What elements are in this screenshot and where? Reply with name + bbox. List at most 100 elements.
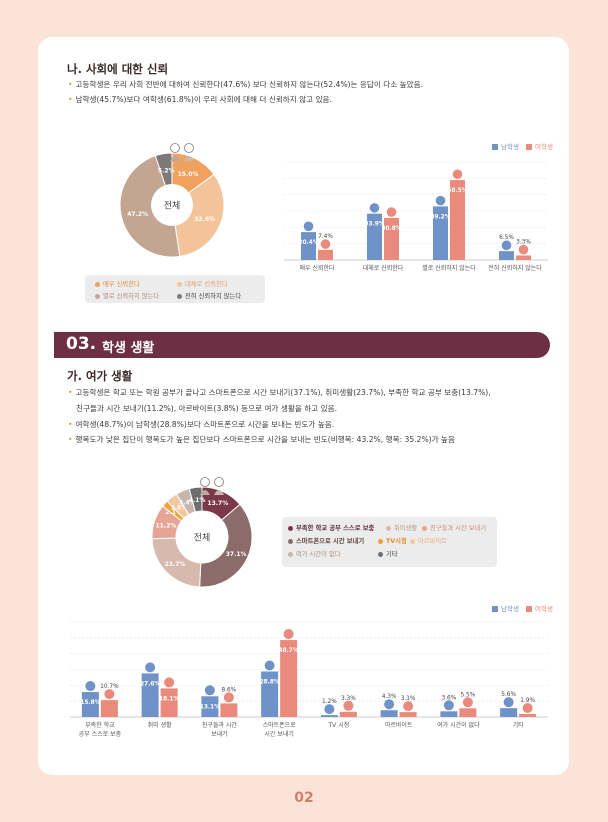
leisure-bar-legend: 남학생 여학생	[492, 603, 553, 613]
legend-item: TV시청	[378, 536, 407, 545]
bar-value-label: 8.6%	[222, 687, 237, 693]
male-bar	[201, 685, 219, 717]
bar-value-label: 3.1%	[401, 696, 416, 702]
person-head	[283, 629, 294, 640]
person-head	[145, 662, 156, 673]
category-label: 스마트폰으로	[263, 721, 297, 729]
male-bar	[301, 221, 316, 260]
slice-label: 13.7%	[207, 500, 228, 507]
male-bar	[261, 660, 279, 717]
section-banner: 03. 학생 생활	[54, 332, 550, 358]
slice-label: 2.1%	[165, 509, 182, 516]
male-bar-rect	[301, 232, 316, 260]
male-bar-rect	[141, 673, 159, 717]
male-bar-rect	[320, 715, 338, 717]
female-bar-rect	[318, 249, 333, 260]
section-heading-trust: 나. 사회에 대한 신뢰	[67, 62, 169, 76]
legend-item: 전혀 신뢰하지 않는다	[177, 291, 241, 300]
category-label: 아르바이트	[385, 721, 413, 729]
pie-slice	[119, 155, 181, 258]
bar-value-label: 5.5%	[461, 692, 476, 698]
category-label: 친구들과 시간	[202, 721, 238, 729]
female-bar	[339, 700, 357, 717]
legend-item: 별로 신뢰하지 않는다	[95, 291, 159, 300]
female-bar	[519, 702, 537, 717]
male-bar-rect	[499, 251, 514, 260]
male-bar	[499, 240, 514, 260]
legend-item: 여가 시간이 없다	[288, 549, 341, 558]
person-head	[85, 681, 96, 692]
female-bar-rect	[384, 217, 399, 260]
page-number: 02	[294, 790, 314, 806]
bar-value-label: 39.2%	[430, 214, 450, 220]
trust-bar-chart: 20.4%7.4% 매우 신뢰한다 33.9%30.8% 대체로 신뢰한다 39.2% 5…	[284, 161, 548, 272]
bar-value-label: 28.8%	[260, 679, 280, 685]
slice-label: 5.2%	[158, 168, 175, 175]
male-bar-rect	[380, 710, 398, 717]
category-label: 시간 보내기	[264, 730, 294, 738]
bar-value-label: 58.5%	[447, 188, 467, 194]
male-bar-rect	[367, 213, 382, 260]
person-head	[164, 677, 175, 688]
female-bar	[399, 701, 417, 717]
trust-bar-legend: 남학생 여학생	[492, 141, 553, 151]
category-label: 매우 신뢰한다	[299, 264, 335, 272]
female-bar-rect	[399, 712, 417, 717]
pie-slice	[199, 503, 253, 588]
male-bar-rect	[433, 206, 448, 260]
bullet-item: • 고등학생은 우리 사회 전반에 대하여 신뢰한다(47.6%) 보다 신뢰하지…	[68, 80, 424, 89]
female-bar	[318, 239, 333, 260]
legend-item: 부족한 학교 공부 스스로 보충	[288, 523, 374, 532]
category-label: 기타	[513, 721, 525, 729]
bar-value-label: 5.6%	[501, 692, 516, 698]
person-head	[303, 221, 314, 232]
person-head	[518, 244, 529, 255]
person-head	[452, 169, 463, 180]
category-label: 부족한 학교	[85, 721, 115, 729]
bar-value-label: 7.4%	[318, 234, 333, 240]
trust-pie-legend: 매우 신뢰한다 대체로 신뢰한다 별로 신뢰하지 않는다 전혀 신뢰하지 않는다	[85, 275, 265, 303]
male-bar-rect	[500, 708, 518, 717]
bar-value-label: 30.8%	[381, 226, 401, 232]
person-head	[501, 240, 512, 251]
slice-label: 4.4%	[179, 499, 196, 506]
person-head	[435, 195, 446, 206]
category-label: 여가 시간이 없다	[437, 721, 480, 729]
section-heading-leisure: 가. 여가 생활	[67, 369, 133, 383]
bullet-item: • 고등학생은 학교 또는 학원 공부가 끝나고 스마트폰으로 시간 보내기(37…	[68, 388, 491, 397]
trust-pie-chart: 15.0% 32.6% 47.2% 5.2% 전체	[119, 143, 225, 258]
bar-value-label: 13.1%	[200, 704, 220, 710]
person-head	[503, 697, 514, 708]
pie-slice	[171, 173, 225, 257]
female-bar-rect	[516, 255, 531, 260]
slice-label: 37.1%	[226, 551, 247, 558]
person-head	[324, 704, 335, 715]
leisure-donut-chart: 13.7% 37.1% 23.7% 11.2% 2.1%3.8%4.4%4.1% 전체	[151, 477, 253, 588]
category-label: 별로 신뢰하지 않는다	[422, 264, 476, 272]
bullet-item-continued: 친구들과 시간 보내기(11.2%), 아르바이트(3.8%) 등으로 여가 생…	[76, 404, 338, 413]
person-head	[320, 239, 331, 249]
legend-item: 대체로 신뢰한다	[177, 279, 228, 288]
category-label: 대체로 신뢰한다	[363, 264, 404, 272]
bullet-item: • 남학생(45.7%)보다 여학생(61.8%)이 우리 사회에 대해 더 신뢰…	[68, 95, 332, 104]
male-bar-rect	[81, 692, 99, 717]
students-icon	[170, 143, 194, 161]
male-bar	[440, 700, 458, 717]
slice-label: 23.7%	[165, 561, 186, 568]
male-bar	[433, 195, 448, 260]
legend-item: 친구들과 시간 보내기	[422, 523, 486, 532]
bar-value-label: 15.8%	[80, 700, 100, 706]
person-head	[343, 700, 354, 711]
category-label: 취미 생활	[148, 721, 172, 729]
pie-slice	[188, 486, 203, 513]
category-label: 보내기	[211, 730, 228, 738]
legend-item: 매우 신뢰한다	[95, 279, 140, 288]
male-bar	[380, 699, 398, 717]
legend-item: 아르바이트	[410, 536, 447, 545]
female-bar	[280, 629, 298, 717]
male-bar-rect	[261, 671, 279, 717]
legend-item: 기타	[378, 549, 398, 558]
leisure-donut-legend: 부족한 학교 공부 스스로 보충 취미생활 친구들과 시간 보내기 스마트폰으로…	[282, 517, 497, 567]
pie-center	[177, 512, 227, 562]
